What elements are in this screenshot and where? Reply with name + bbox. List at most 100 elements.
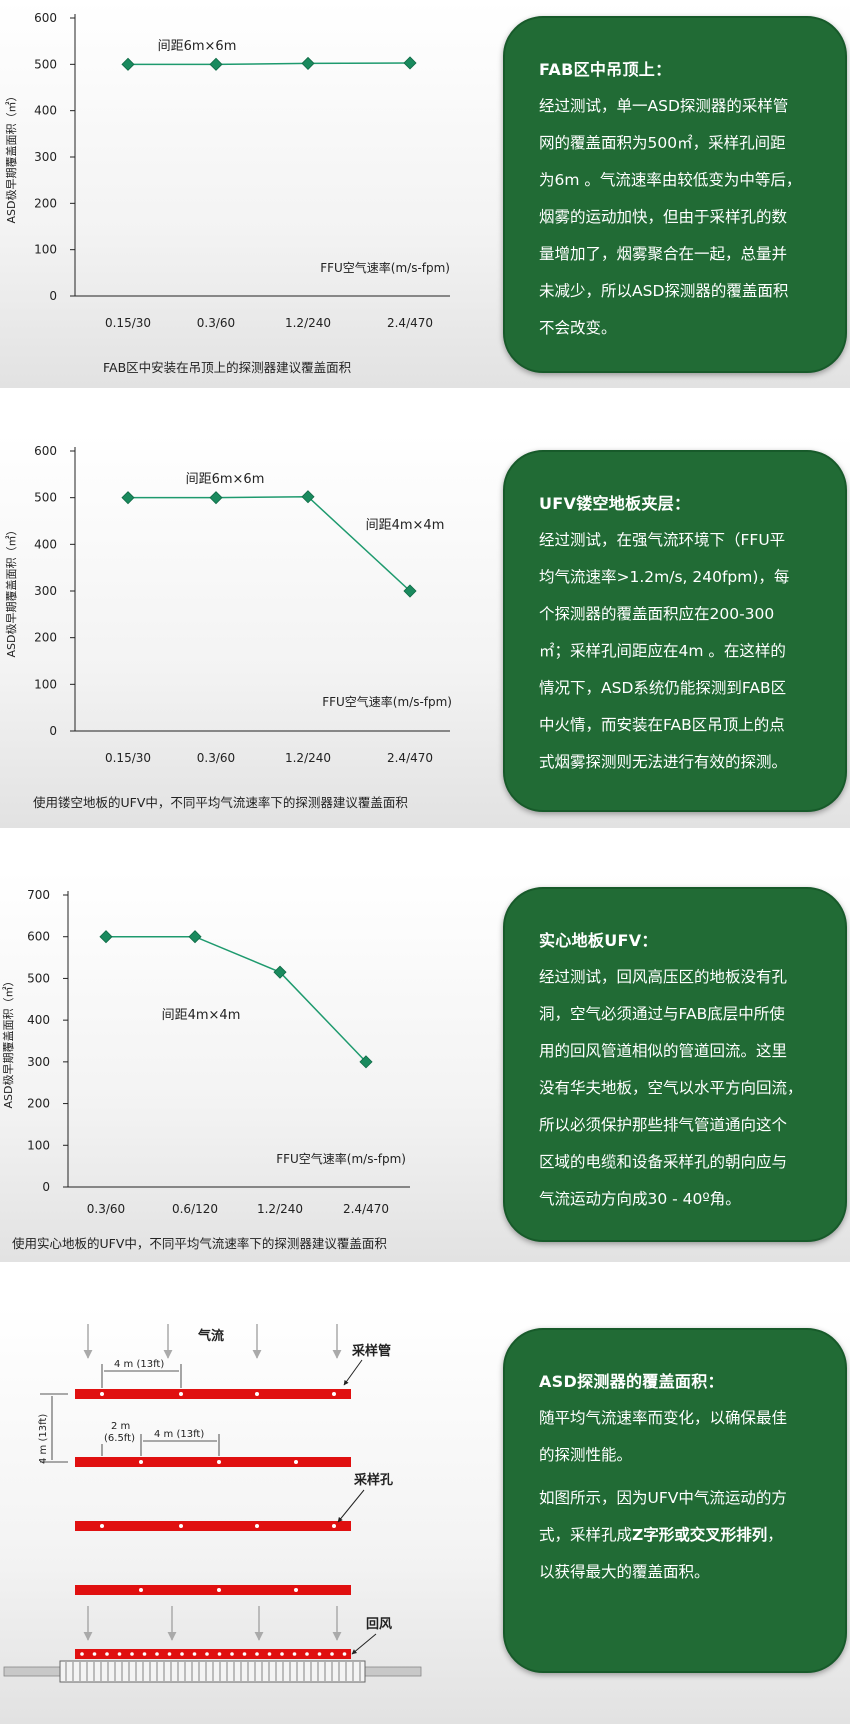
sampling-hole xyxy=(330,1652,334,1656)
sampling-pipe xyxy=(75,1457,351,1467)
sampling-hole xyxy=(294,1588,298,1592)
x-tick-label: 1.2/240 xyxy=(285,316,331,330)
y-tick-label: 100 xyxy=(34,243,57,257)
sampling-hole xyxy=(242,1652,247,1656)
card-line: 如图所示，因为UFV中气流运动的方 xyxy=(539,1489,787,1507)
chart-2-caption: 使用镂空地板的UFV中，不同平均气流速率下的探测器建议覆盖面积 xyxy=(33,795,408,810)
sampling-pipe xyxy=(75,1389,351,1399)
data-point xyxy=(209,57,223,71)
sampling-hole xyxy=(230,1652,234,1656)
dimension-2m-label: 2 m xyxy=(111,1421,130,1432)
y-tick-label: 600 xyxy=(27,930,50,944)
data-point xyxy=(188,930,202,944)
y-tick-label: 500 xyxy=(34,57,57,71)
card-title: 实心地板UFV： xyxy=(539,931,658,950)
card-line: 经过测试，单一ASD探测器的采样管 xyxy=(539,97,789,115)
sampling-hole xyxy=(130,1652,134,1656)
y-tick-label: 400 xyxy=(34,537,57,551)
dimension-2m xyxy=(101,1434,220,1456)
card-line: 气流运动方向成30 - 40º角。 xyxy=(539,1190,741,1208)
series-line xyxy=(106,935,367,1063)
series-line xyxy=(128,62,411,66)
sampling-hole xyxy=(100,1392,104,1396)
card-line: 式，采样孔成Z字形或交叉形排列， xyxy=(539,1517,819,1554)
section-coverage-diagram: 气流 4 m (13ft) 采样管 4 m (13ft) xyxy=(0,1304,850,1724)
section-ufv-solid-floor: 0 100 200 300 400 500 600 700 0.3/60 0.6/120 1.2/2… xyxy=(0,870,850,1262)
x-axis-label: FFU空气速率(m/s-fpm) xyxy=(276,1151,406,1166)
card-line: 为6m 。气流速率由较低变为中等后， xyxy=(539,171,802,189)
annotation-label: 间距4m×4m xyxy=(162,1008,241,1023)
card-text: 经过测试，单一ASD探测器的采样管 网的覆盖面积为500㎡，采样孔间距 为6m … xyxy=(539,88,819,347)
x-tick-label: 1.2/240 xyxy=(285,751,331,765)
card-line: 均气流速率>1.2m/s, 240fpm)，每 xyxy=(539,568,790,586)
x-tick-label: 0.15/30 xyxy=(105,316,151,330)
sampling-hole xyxy=(255,1392,259,1396)
sampling-hole xyxy=(155,1652,159,1656)
card-line: 中火情，而安装在FAB区吊顶上的点 xyxy=(539,716,785,734)
y-tick-label: 400 xyxy=(27,1013,50,1027)
x-tick-label: 0.3/60 xyxy=(87,1202,125,1216)
y-tick-label: 100 xyxy=(27,1138,50,1152)
sampling-hole xyxy=(167,1652,172,1656)
data-point xyxy=(301,56,315,70)
return-duct-grating xyxy=(3,1660,422,1683)
data-point xyxy=(403,584,417,598)
series-line xyxy=(128,495,411,592)
card-line: 情况下，ASD系统仍能探测到FAB区 xyxy=(539,679,787,697)
dimension-vertical-4m xyxy=(40,1393,68,1463)
airflow-label: 气流 xyxy=(198,1328,224,1344)
sampling-hole xyxy=(217,1588,221,1592)
card-text: 经过测试，回风高压区的地板没有孔 洞，空气必须通过与FAB底层中所使 用的回风管… xyxy=(539,959,819,1218)
y-axis-label: ASD极早期覆盖面积（㎡） xyxy=(1,976,15,1109)
card-coverage-area: ASD探测器的覆盖面积： 随平均气流速率而变化，以确保最佳 的探测性能。 如图所… xyxy=(503,1328,847,1673)
card-text-bold: Z字形或交叉形排列 xyxy=(632,1526,768,1544)
y-tick-label: 400 xyxy=(34,104,57,118)
airflow-arrows-bottom xyxy=(83,1606,342,1641)
chart-3-caption: 使用实心地板的UFV中，不同平均气流速率下的探测器建议覆盖面积 xyxy=(12,1236,387,1251)
x-tick-label: 0.15/30 xyxy=(105,751,151,765)
y-tick-label: 500 xyxy=(34,491,57,505)
sampling-hole xyxy=(100,1524,104,1528)
sampling-hole xyxy=(255,1524,259,1528)
card-line: 的探测性能。 xyxy=(539,1446,633,1464)
y-tick-label: 0 xyxy=(49,289,57,303)
return-air-label: 回风 xyxy=(366,1617,392,1632)
x-tick-label: 0.3/60 xyxy=(197,316,235,330)
sampling-hole xyxy=(105,1652,109,1656)
x-axis-label: FFU空气速率(m/s-fpm) xyxy=(320,260,450,275)
data-point xyxy=(403,56,417,70)
sampling-hole xyxy=(142,1652,147,1656)
chart-1: 0 100 200 300 400 500 600 0.15/30 0.3/60 1.2/240 2… xyxy=(4,11,450,330)
x-tick-label: 2.4/470 xyxy=(387,751,433,765)
card-line: 以获得最大的覆盖面积。 xyxy=(539,1563,710,1581)
card-title: UFV镂空地板夹层： xyxy=(539,494,691,513)
card-line: 用的回风管道相似的管道回流。这里 xyxy=(539,1042,788,1060)
annotation-label: 间距6m×6m xyxy=(186,472,265,487)
sampling-hole xyxy=(294,1460,298,1464)
card-line: 烟雾的运动加快，但由于采样孔的数 xyxy=(539,208,788,226)
sampling-hole xyxy=(267,1652,272,1656)
chart-3: 0 100 200 300 400 500 600 700 0.3/60 0.6/120 1.2/2… xyxy=(1,888,410,1216)
y-tick-label: 300 xyxy=(34,584,57,598)
card-line: 洞，空气必须通过与FAB底层中所使 xyxy=(539,1005,785,1023)
section-fab-ceiling: 0 100 200 300 400 500 600 0.15/30 0.3/60 1.2/240 2… xyxy=(0,0,850,388)
card-line: 随平均气流速率而变化，以确保最佳 xyxy=(539,1409,788,1427)
sampling-hole xyxy=(305,1652,309,1656)
card-line: 经过测试，在强气流环境下（FFU平 xyxy=(539,531,786,549)
card-line: 式烟雾探测则无法进行有效的探测。 xyxy=(539,753,788,771)
card-title: FAB区中吊顶上： xyxy=(539,60,672,79)
y-axis-label: ASD极早期覆盖面积（㎡） xyxy=(4,525,18,658)
data-point xyxy=(99,930,113,944)
sampling-hole xyxy=(139,1460,143,1464)
sampling-hole xyxy=(80,1652,84,1656)
y-tick-label: 200 xyxy=(34,631,57,645)
card-line: ㎡；采样孔间距应在4m 。在这样的 xyxy=(539,642,786,660)
data-point xyxy=(121,491,135,505)
y-tick-label: 600 xyxy=(34,11,57,25)
dimension-4m xyxy=(101,1364,182,1388)
sampling-hole xyxy=(280,1652,284,1656)
card-line: 不会改变。 xyxy=(539,319,617,337)
y-tick-label: 200 xyxy=(34,196,57,210)
y-axis-label: ASD极早期覆盖面积（㎡） xyxy=(4,91,18,224)
y-tick-label: 300 xyxy=(27,1055,50,1069)
